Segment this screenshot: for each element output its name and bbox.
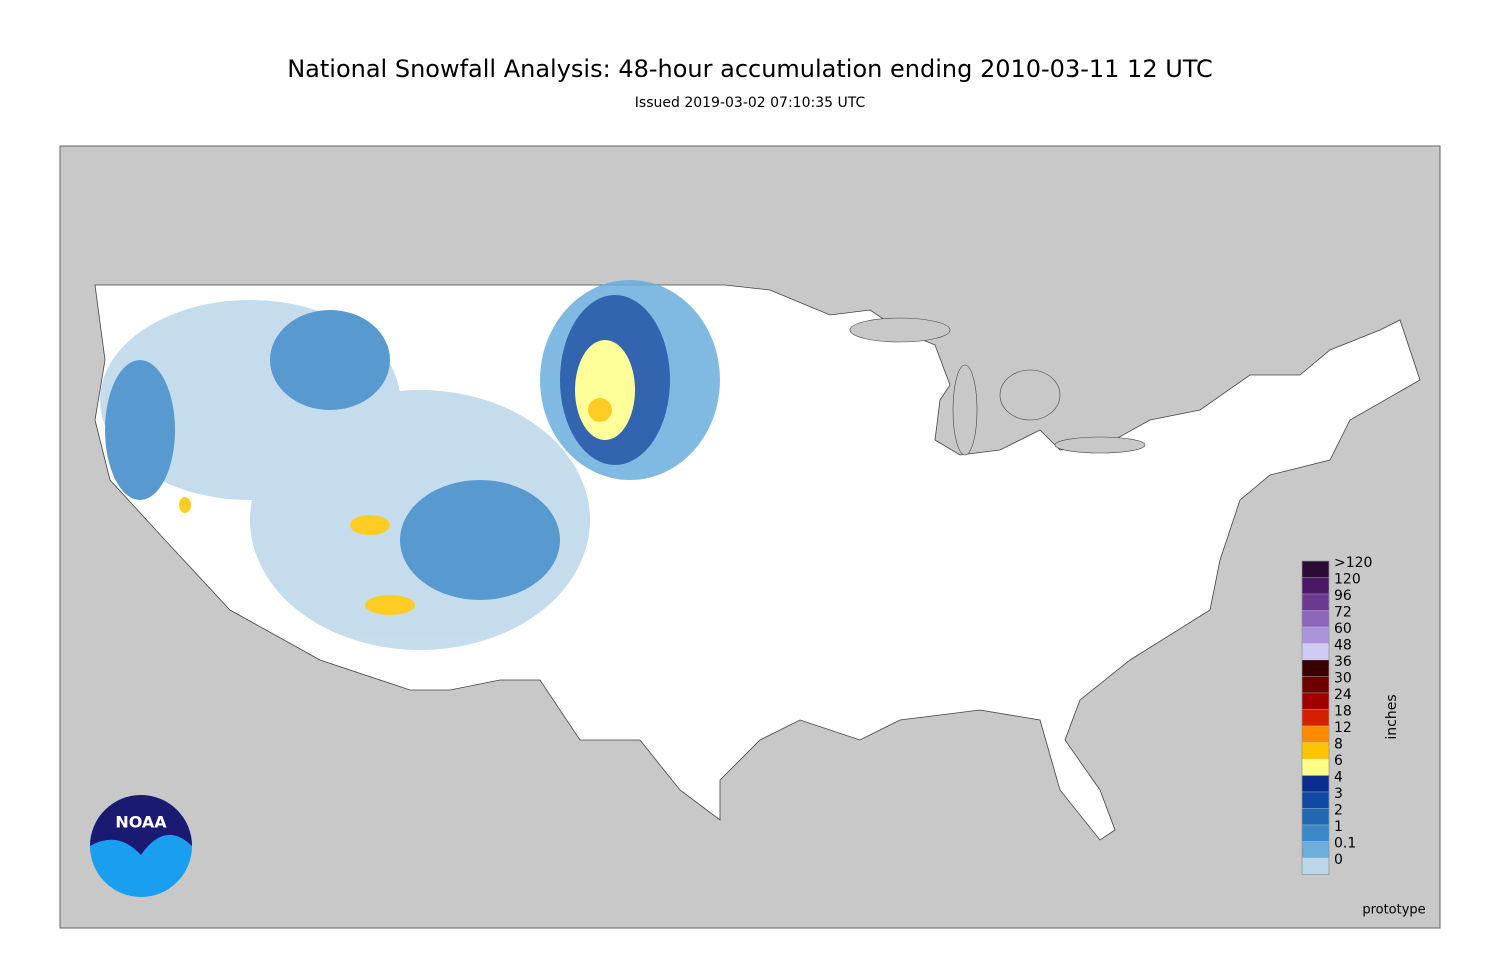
legend-label: 4: [1334, 770, 1343, 786]
legend-label: 6: [1334, 753, 1343, 769]
legend-label: 18: [1334, 704, 1352, 720]
legend-label: 12: [1334, 720, 1352, 736]
subtitle: Issued 2019-03-02 07:10:35 UTC: [635, 95, 866, 111]
logo-text: NOAA: [115, 813, 167, 832]
map: prototype NOAA: [59, 145, 1441, 929]
legend-label: 48: [1334, 638, 1352, 654]
legend-label: 36: [1334, 654, 1352, 670]
legend-swatch: [1301, 742, 1330, 760]
noaa-logo: NOAA: [90, 795, 192, 897]
legend-label: 96: [1334, 588, 1352, 604]
legend-swatch: [1301, 676, 1330, 694]
legend-swatch: [1301, 857, 1330, 875]
note: prototype: [1362, 903, 1425, 918]
legend-label: 72: [1334, 605, 1352, 621]
legend-label: 60: [1334, 621, 1352, 637]
legend-swatch: [1301, 709, 1330, 727]
legend-swatch: [1301, 610, 1330, 628]
legend-swatch: [1301, 824, 1330, 842]
legend-swatch: [1301, 560, 1330, 578]
legend-swatch: [1301, 577, 1330, 595]
legend-label: 0: [1334, 852, 1343, 868]
legend-swatch: [1301, 626, 1330, 644]
legend-label: >120: [1334, 555, 1372, 571]
legend-swatch: [1301, 692, 1330, 710]
title: National Snowfall Analysis: 48-hour accu…: [287, 55, 1213, 83]
legend-label: 30: [1334, 671, 1352, 687]
legend-label: 0.1: [1334, 836, 1356, 852]
legend-swatch: [1301, 808, 1330, 826]
lakes: [849, 317, 1146, 456]
legend-label: 1: [1334, 819, 1343, 835]
snow-field: [100, 280, 720, 650]
legend-swatch: [1301, 791, 1330, 809]
legend-swatch: [1301, 643, 1330, 661]
legend-swatch: [1301, 775, 1330, 793]
legend-title: inches: [1384, 694, 1400, 739]
legend-label: 8: [1334, 737, 1343, 753]
legend-label: 24: [1334, 687, 1352, 703]
legend-swatch: [1301, 725, 1330, 743]
legend: inches >1201209672604836302418128643210.…: [1301, 555, 1400, 875]
legend-swatch: [1301, 841, 1330, 859]
legend-swatch: [1301, 659, 1330, 677]
legend-swatch: [1301, 593, 1330, 611]
legend-label: 2: [1334, 803, 1343, 819]
legend-swatch: [1301, 758, 1330, 776]
legend-frame: [1301, 560, 1330, 875]
legend-label: 120: [1334, 572, 1361, 588]
legend-label: 3: [1334, 786, 1343, 802]
